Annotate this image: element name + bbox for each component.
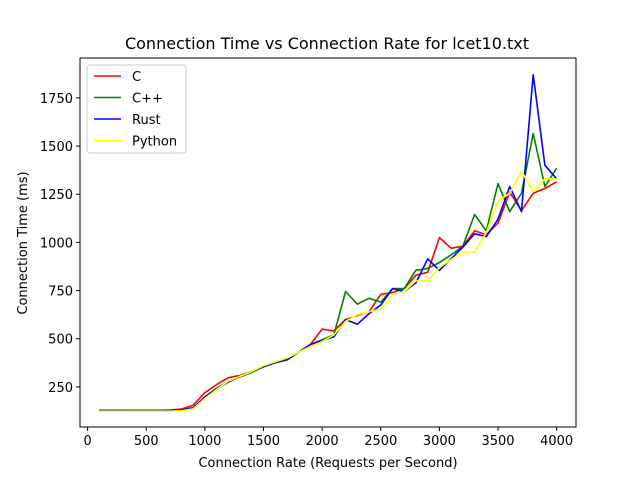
x-tick-label: 2500 <box>364 434 397 449</box>
x-tick-label: 0 <box>83 434 91 449</box>
legend-label: Rust <box>132 113 161 128</box>
series-layer <box>99 74 558 413</box>
x-tick-label: 1500 <box>247 434 280 449</box>
legend-label: C <box>132 70 141 85</box>
x-axis-label: Connection Rate (Requests per Second) <box>198 456 457 471</box>
x-tick-label: 2000 <box>306 434 339 449</box>
series-line-python <box>99 170 557 413</box>
y-axis-ticks: 250 500 750 1000 1250 1500 1750 <box>40 92 80 396</box>
x-tick-label: 3000 <box>423 434 456 449</box>
y-tick-label: 1250 <box>40 188 73 203</box>
y-tick-label: 1500 <box>40 140 73 155</box>
legend-box <box>86 64 187 154</box>
x-tick-label: 3500 <box>481 434 514 449</box>
legend-label: Python <box>132 135 177 150</box>
legend: C C++ Rust Python <box>86 64 187 154</box>
x-axis-ticks: 0 500 1000 1500 2000 2500 3000 3500 4000 <box>83 427 573 449</box>
y-tick-label: 250 <box>48 381 73 396</box>
y-tick-label: 500 <box>48 333 73 348</box>
y-tick-label: 1000 <box>40 236 73 251</box>
y-tick-label: 1750 <box>40 92 73 107</box>
x-tick-label: 500 <box>134 434 159 449</box>
x-tick-label: 4000 <box>540 434 573 449</box>
x-tick-label: 1000 <box>188 434 221 449</box>
legend-label: C++ <box>132 92 163 107</box>
y-axis-label: Connection Time (ms) <box>16 171 31 314</box>
chart-title: Connection Time vs Connection Rate for l… <box>125 34 529 53</box>
y-tick-label: 750 <box>48 285 73 300</box>
